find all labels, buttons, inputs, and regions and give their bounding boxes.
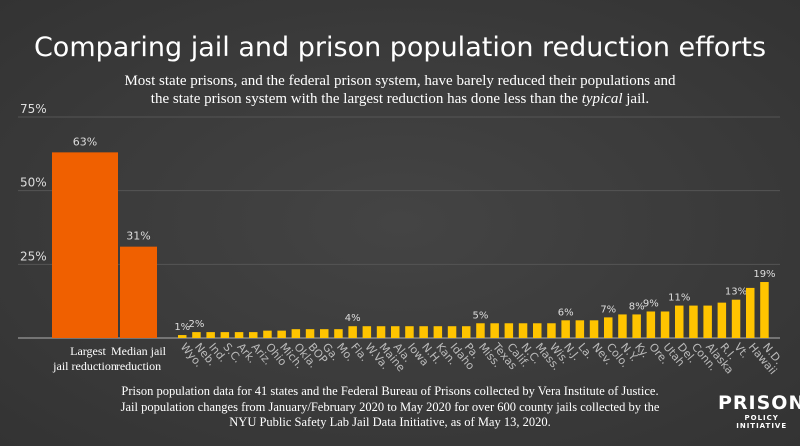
prison-bar [675, 305, 684, 338]
prison-bar [192, 332, 201, 338]
prison-bar [462, 326, 471, 338]
prison-bar [334, 329, 343, 338]
prison-bar [518, 323, 528, 338]
data-label: 11% [668, 293, 690, 304]
prison-bar [760, 282, 769, 338]
data-label: 4% [345, 313, 361, 324]
prison-bar [391, 326, 400, 338]
prison-bar [220, 332, 230, 338]
footnote-line-1: Prison population data for 41 states and… [121, 384, 659, 398]
prison-bar [504, 323, 514, 338]
data-label: 1% [174, 322, 190, 333]
jail-bar-label: Median jail [111, 344, 167, 358]
prison-bar [561, 320, 570, 338]
prison-bar [320, 329, 329, 338]
data-label: 7% [600, 304, 616, 315]
prison-bar [660, 311, 670, 338]
prison-bar [632, 314, 641, 338]
subtitle-text: the state prison system with the largest… [150, 91, 582, 107]
y-tick-label: 25% [20, 249, 47, 263]
prison-bar [305, 329, 315, 338]
logo-line-1: PRISON [718, 392, 800, 414]
prison-bar [703, 305, 712, 338]
prison-bar [476, 323, 485, 338]
jail-bar-label: Largest [70, 344, 106, 358]
prison-bar [490, 323, 499, 338]
prison-bar [731, 299, 741, 338]
logo-line-2: POLICY INITIATIVE [736, 414, 788, 430]
data-label: 8% [629, 301, 645, 312]
prison-bar [277, 330, 286, 338]
data-label: 63% [73, 135, 97, 148]
jail-bar [52, 152, 118, 338]
prison-bar [533, 323, 542, 338]
footnote: Prison population data for 41 states and… [80, 384, 700, 431]
jail-bar-label: reduction [116, 359, 161, 373]
prison-bar [646, 311, 656, 338]
subtitle-line-2: the state prison system with the largest… [0, 90, 800, 108]
data-label: 19% [753, 269, 775, 280]
prison-bar [604, 317, 613, 338]
prison-bar [447, 326, 457, 338]
prison-bar [178, 335, 187, 338]
prison-bar [575, 320, 585, 338]
prison-bar [348, 326, 357, 338]
chart-subtitle: Most state prisons, and the federal pris… [0, 72, 800, 108]
prison-bar [689, 305, 698, 338]
data-label: 31% [126, 230, 150, 243]
y-tick-label: 75% [20, 102, 47, 116]
prison-policy-initiative-logo: PRISON POLICY INITIATIVE [718, 392, 800, 430]
jail-bar [120, 246, 157, 338]
prison-bar [206, 332, 215, 338]
y-tick-label: 50% [20, 176, 47, 190]
prison-bar [376, 326, 386, 338]
subtitle-text-end: jail. [622, 91, 650, 107]
chart-title: Comparing jail and prison population red… [33, 32, 767, 63]
jail-bar-label: jail reduction [52, 359, 117, 373]
prison-bar [362, 326, 372, 338]
data-label: 2% [189, 319, 205, 330]
prison-bar [618, 314, 627, 338]
data-label: 13% [725, 287, 747, 298]
prison-bar [717, 302, 727, 338]
data-label: 9% [643, 298, 659, 309]
data-label: 5% [473, 310, 489, 321]
prison-bar [746, 287, 755, 338]
subtitle-emphasis: typical [581, 91, 623, 107]
prison-bar [589, 320, 599, 338]
prison-bar [291, 329, 301, 338]
prison-bar [405, 326, 414, 338]
footnote-line-3: NYU Public Safety Lab Jail Data Initiati… [229, 415, 551, 429]
prison-bar [249, 332, 258, 338]
data-label: 6% [558, 307, 574, 318]
prison-bar [234, 332, 244, 338]
prison-bar [433, 326, 443, 338]
prison-bar [263, 330, 272, 338]
prison-bar [419, 326, 428, 338]
subtitle-line-1: Most state prisons, and the federal pris… [124, 73, 676, 89]
prison-bar [547, 323, 556, 338]
footnote-line-2: Jail population changes from January/Feb… [120, 399, 660, 414]
